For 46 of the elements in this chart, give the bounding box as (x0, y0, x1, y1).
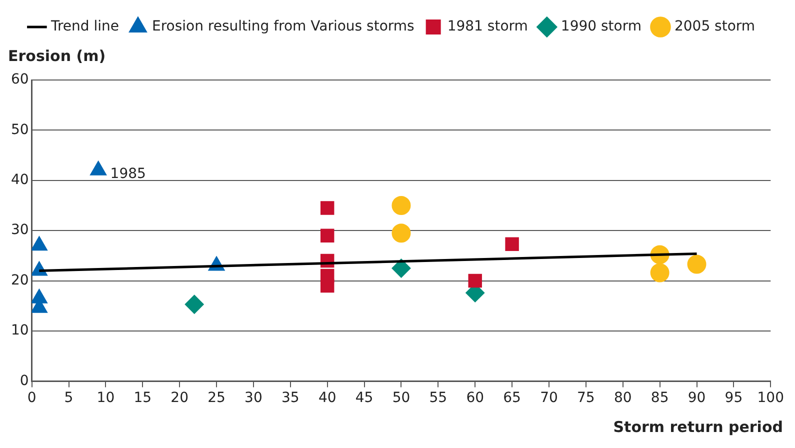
x-tick-label: 75 (577, 390, 595, 406)
x-tick-label: 60 (466, 390, 484, 406)
x-tick-label: 30 (244, 390, 262, 406)
x-tick-label: 15 (134, 390, 152, 406)
x-axis-title: Storm return period (613, 418, 783, 436)
y-tick-label: 30 (10, 222, 29, 238)
point (320, 278, 334, 293)
point (505, 237, 519, 252)
point (392, 196, 411, 215)
x-tick-label: 10 (96, 390, 115, 406)
x-tick-label: 20 (170, 390, 188, 406)
legend-label: 2005 storm (674, 18, 756, 35)
x-tick-label: 90 (688, 390, 706, 406)
y-tick-label: 20 (10, 272, 29, 288)
x-tick-label: 35 (281, 390, 300, 406)
x-tick-label: 85 (650, 390, 669, 406)
point (392, 224, 411, 243)
y-axis-title: Erosion (m) (8, 46, 106, 65)
point (392, 258, 411, 278)
x-tick-label: 80 (614, 390, 632, 406)
x-tick-label: 95 (724, 390, 743, 406)
legend-label: Trend line (50, 18, 119, 35)
legend-label: 1990 storm (560, 18, 642, 35)
x-tick-label: 5 (64, 390, 74, 406)
x-tick-label: 65 (503, 390, 521, 406)
y-tick-label: 10 (10, 322, 29, 339)
x-tick-label: 45 (355, 390, 374, 406)
y-tick-label: 40 (10, 172, 29, 188)
point (320, 228, 334, 242)
point (320, 201, 334, 215)
x-tick-label: 40 (318, 390, 336, 406)
legend-label: Erosion resulting from Various storms (152, 18, 414, 35)
x-tick-label: 25 (208, 390, 226, 406)
x-tick-label: 70 (540, 390, 558, 406)
x-tick-label: 50 (392, 390, 410, 406)
y-tick-label: 50 (10, 122, 29, 138)
y-tick-label: 0 (20, 372, 29, 389)
legend-label: 1981 storm (447, 18, 528, 35)
point (468, 274, 482, 288)
point (650, 263, 670, 282)
annotation: 1985 (110, 166, 146, 182)
y-tick-label: 60 (10, 72, 29, 88)
point (184, 294, 204, 314)
point (687, 254, 706, 274)
x-tick-label: 100 (757, 390, 784, 406)
x-tick-label: 55 (429, 390, 448, 406)
